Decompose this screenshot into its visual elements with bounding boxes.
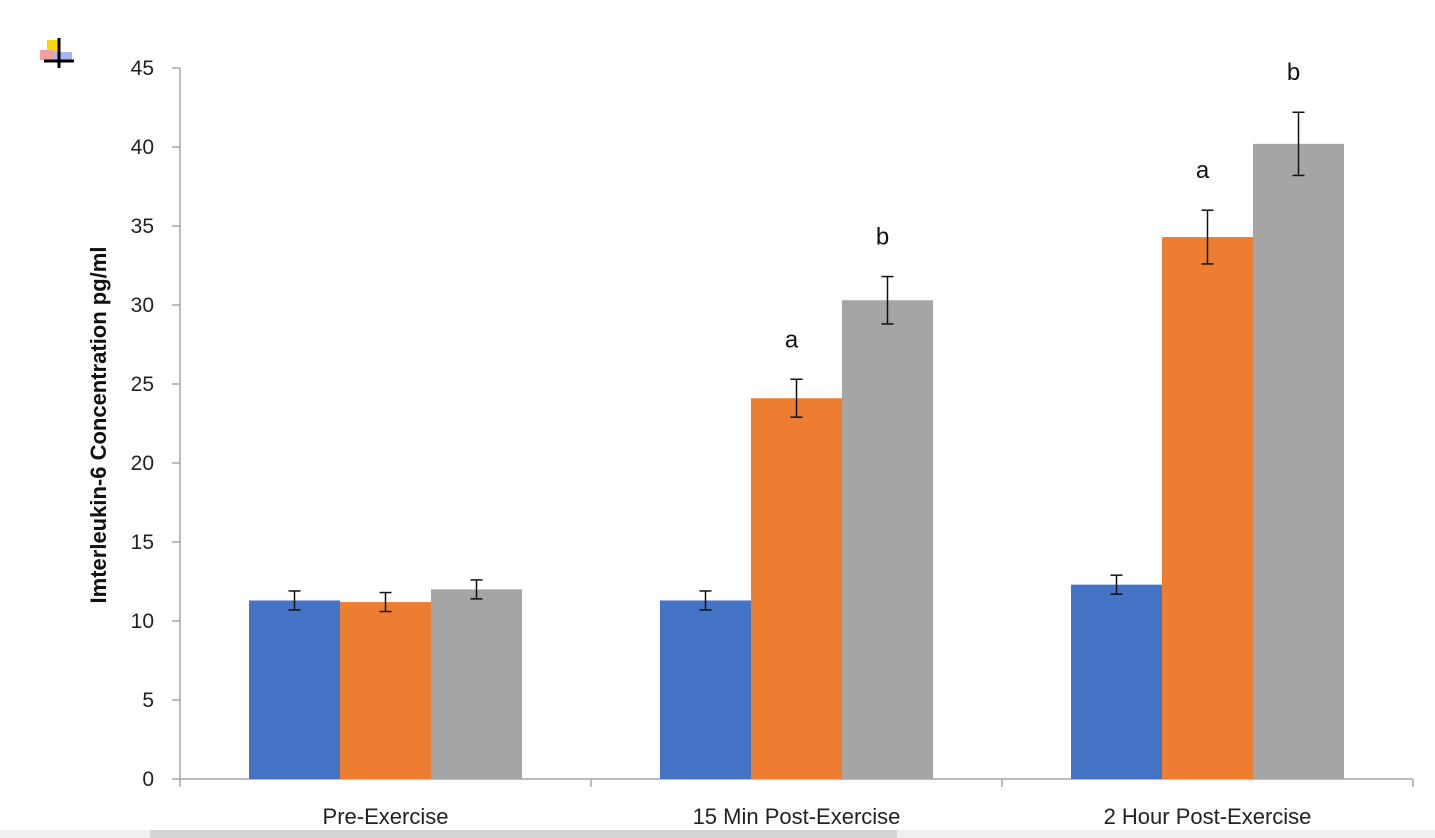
bar xyxy=(431,589,522,779)
y-tick-label: 10 xyxy=(131,610,154,633)
corner-move-icon[interactable] xyxy=(40,38,74,68)
error-bars xyxy=(288,111,1305,613)
bar xyxy=(340,602,431,779)
x-category-label: 15 Min Post-Exercise xyxy=(693,804,901,829)
significance-labels: a b a b xyxy=(785,59,1300,353)
significance-label: b xyxy=(1287,59,1300,86)
significance-label: b xyxy=(876,224,889,251)
significance-label: a xyxy=(1196,157,1210,184)
bar xyxy=(660,600,751,779)
bar xyxy=(751,398,842,779)
y-tick-label: 5 xyxy=(142,689,154,712)
x-category-label: Pre-Exercise xyxy=(323,804,449,829)
bar xyxy=(1162,237,1253,779)
bar xyxy=(1253,143,1344,780)
x-category-label: 2 Hour Post-Exercise xyxy=(1104,804,1312,829)
bar xyxy=(249,600,340,779)
significance-label: a xyxy=(785,326,799,353)
y-axis-title: Imterleukin-6 Concentration pg/ml xyxy=(86,247,111,604)
category-labels: Pre-Exercise 15 Min Post-Exercise 2 Hour P… xyxy=(323,804,1312,829)
y-tick-label: 45 xyxy=(131,57,154,80)
bar xyxy=(842,300,933,779)
y-tick-label: 40 xyxy=(131,136,154,159)
y-axis-ticks: 0 5 10 15 20 25 30 35 40 45 xyxy=(131,57,180,791)
y-tick-label: 20 xyxy=(131,452,154,475)
y-tick-label: 30 xyxy=(131,294,154,317)
bars xyxy=(249,143,1344,780)
scrollbar-thumb[interactable] xyxy=(150,830,897,838)
y-tick-label: 35 xyxy=(131,215,154,238)
y-tick-label: 0 xyxy=(142,768,154,791)
y-tick-label: 25 xyxy=(131,373,154,396)
y-tick-label: 15 xyxy=(131,531,154,554)
bar xyxy=(1071,584,1162,779)
